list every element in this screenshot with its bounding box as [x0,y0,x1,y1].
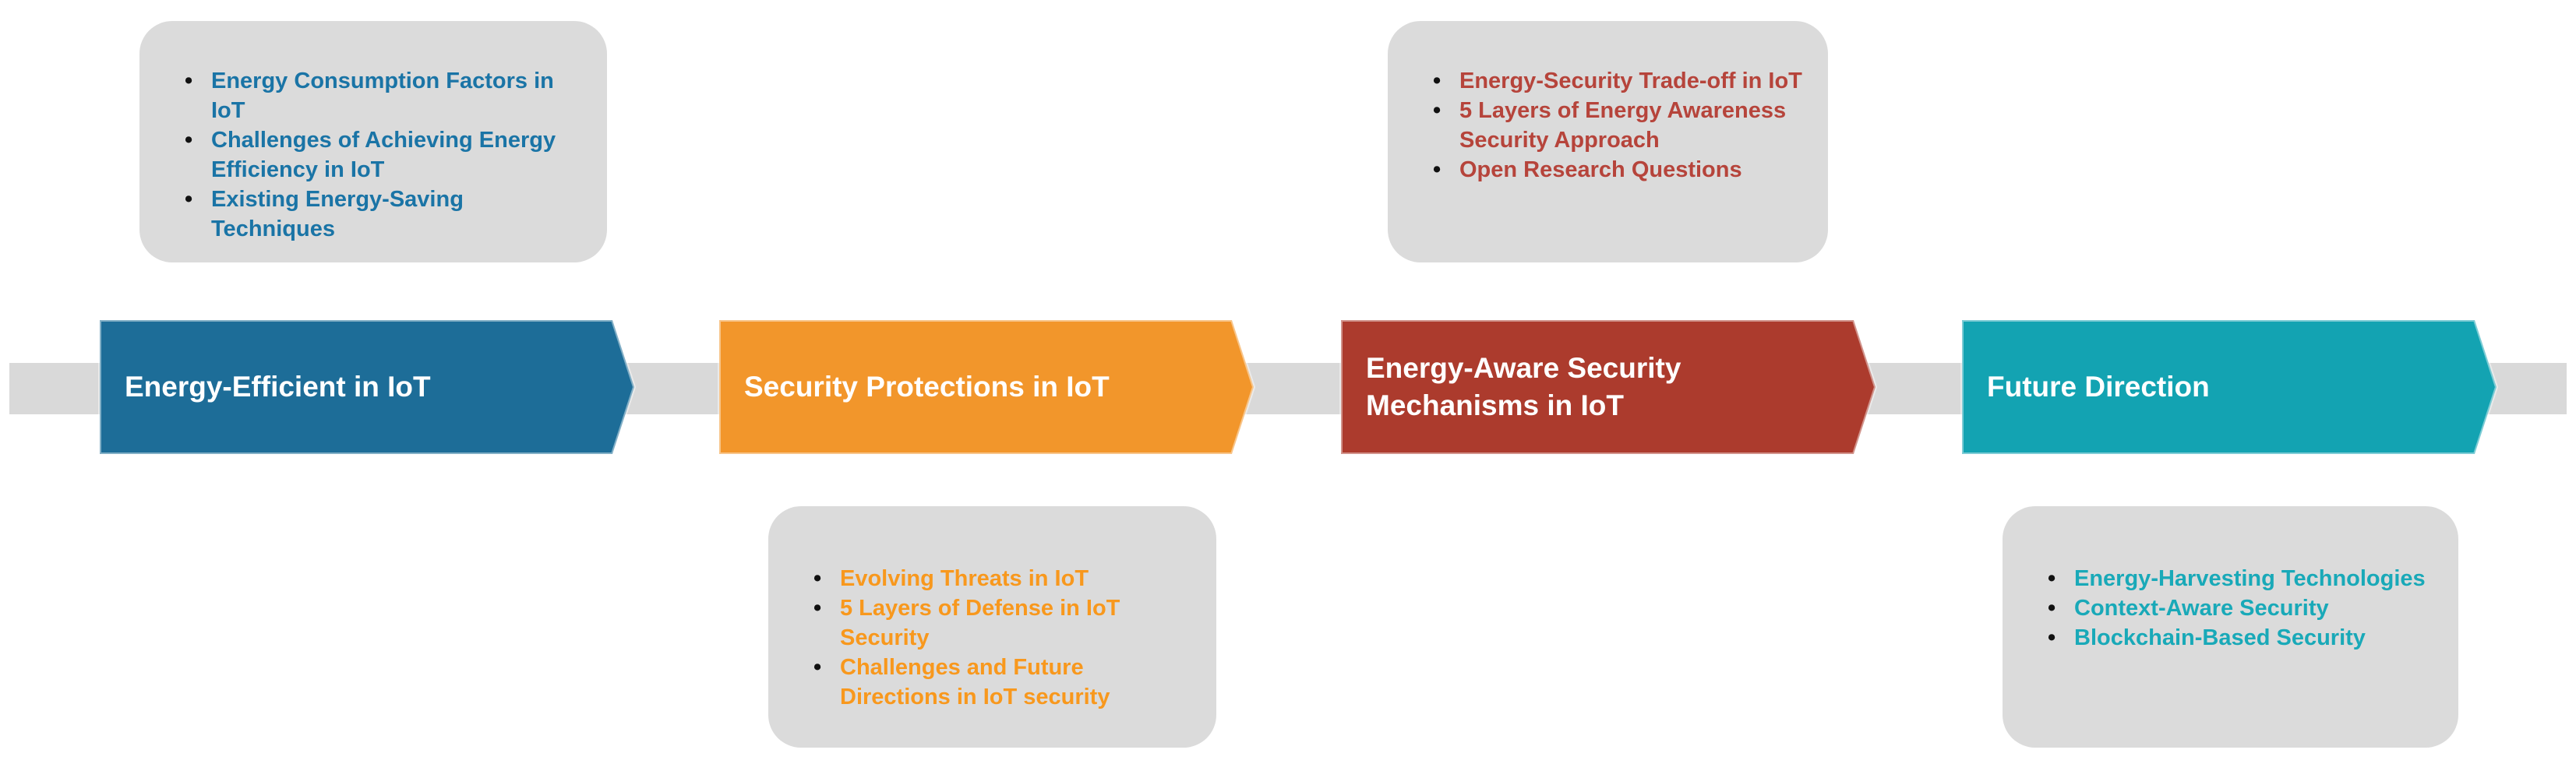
stage-arrow-energy-aware-security: Energy-Aware Security Mechanisms in IoT [1339,319,1877,456]
bullet-list: Energy-Security Trade-off in IoT 5 Layer… [1431,66,1825,185]
bullet-list: Energy Consumption Factors in IoT Challe… [183,66,573,244]
stage-arrow-future-direction: Future Direction [1960,319,2498,456]
stage-title: Energy-Efficient in IoT [125,371,431,403]
stage-title-wrap: Future Direction [1960,319,2498,456]
bullet-list: Energy-Harvesting Technologies Context-A… [2046,564,2455,653]
stage-title: Energy-Aware Security Mechanisms in IoT [1366,352,1681,421]
list-item: Blockchain-Based Security [2046,623,2455,653]
stage-title-wrap: Security Protections in IoT [718,319,1255,456]
bullet-text: 5 Layers of Energy Awareness Security Ap… [1459,98,1787,153]
list-item: Existing Energy-Saving Techniques [183,185,573,244]
bullet-text: Open Research Questions [1459,157,1742,182]
bullet-text: Context-Aware Security [2074,596,2329,621]
stage-title: Security Protections in IoT [744,371,1110,403]
list-item: Energy Consumption Factors in IoT [183,66,573,125]
bullet-text: Existing Energy-Saving Techniques [211,187,464,241]
list-item: Energy-Harvesting Technologies [2046,564,2455,593]
list-item: 5 Layers of Defense in IoT Security [812,593,1187,653]
list-item: Challenges and Future Directions in IoT … [812,653,1187,712]
arrow-shape [98,319,636,456]
stage-title: Future Direction [1987,371,2210,403]
list-item: Context-Aware Security [2046,593,2455,623]
bullet-text: Energy Consumption Factors in IoT [211,69,554,123]
list-item: Evolving Threats in IoT [812,564,1187,593]
stage-arrow-security-protections: Security Protections in IoT [718,319,1255,456]
bullet-text: Challenges and Future Directions in IoT … [840,655,1110,709]
list-item: Open Research Questions [1431,155,1825,185]
bullet-text: Blockchain-Based Security [2074,625,2366,650]
arrow-shape [1960,319,2498,456]
arrow-shape [718,319,1255,456]
bullet-text: Evolving Threats in IoT [840,566,1089,591]
bullet-text: 5 Layers of Defense in IoT Security [840,596,1120,650]
stage-title-wrap: Energy-Efficient in IoT [98,319,636,456]
arrow-shape [1339,319,1877,456]
stage-panel-energy-aware-security: Energy-Security Trade-off in IoT 5 Layer… [1388,21,1828,262]
stage-panel-security-protections: Evolving Threats in IoT 5 Layers of Defe… [768,506,1216,748]
bullet-list: Evolving Threats in IoT 5 Layers of Defe… [812,564,1187,712]
list-item: Energy-Security Trade-off in IoT [1431,66,1825,96]
stage-panel-future-direction: Energy-Harvesting Technologies Context-A… [2003,506,2458,748]
bullet-text: Energy-Security Trade-off in IoT [1459,69,1802,93]
stage-panel-energy-efficient: Energy Consumption Factors in IoT Challe… [139,21,607,262]
bullet-text: Energy-Harvesting Technologies [2074,566,2426,591]
list-item: Challenges of Achieving Energy Efficienc… [183,125,573,185]
bullet-text: Challenges of Achieving Energy Efficienc… [211,128,556,182]
stage-arrow-energy-efficient: Energy-Efficient in IoT [98,319,636,456]
list-item: 5 Layers of Energy Awareness Security Ap… [1431,96,1825,155]
stage-title-wrap: Energy-Aware Security Mechanisms in IoT [1339,319,1877,456]
